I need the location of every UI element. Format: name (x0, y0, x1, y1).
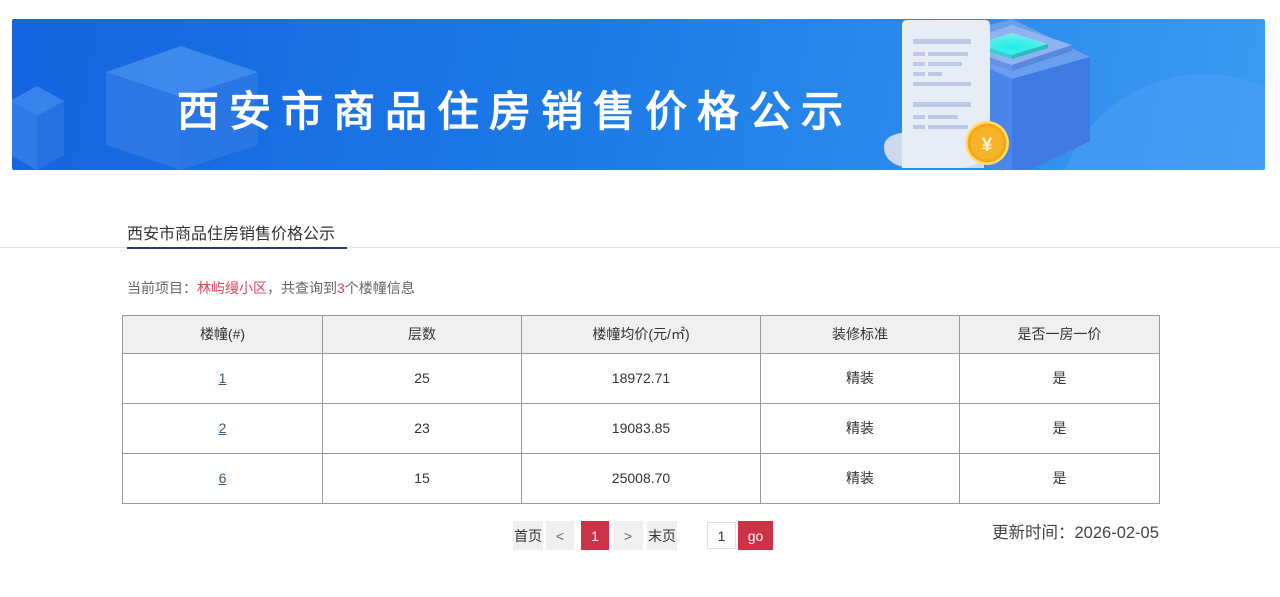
svg-text:¥: ¥ (982, 135, 993, 156)
